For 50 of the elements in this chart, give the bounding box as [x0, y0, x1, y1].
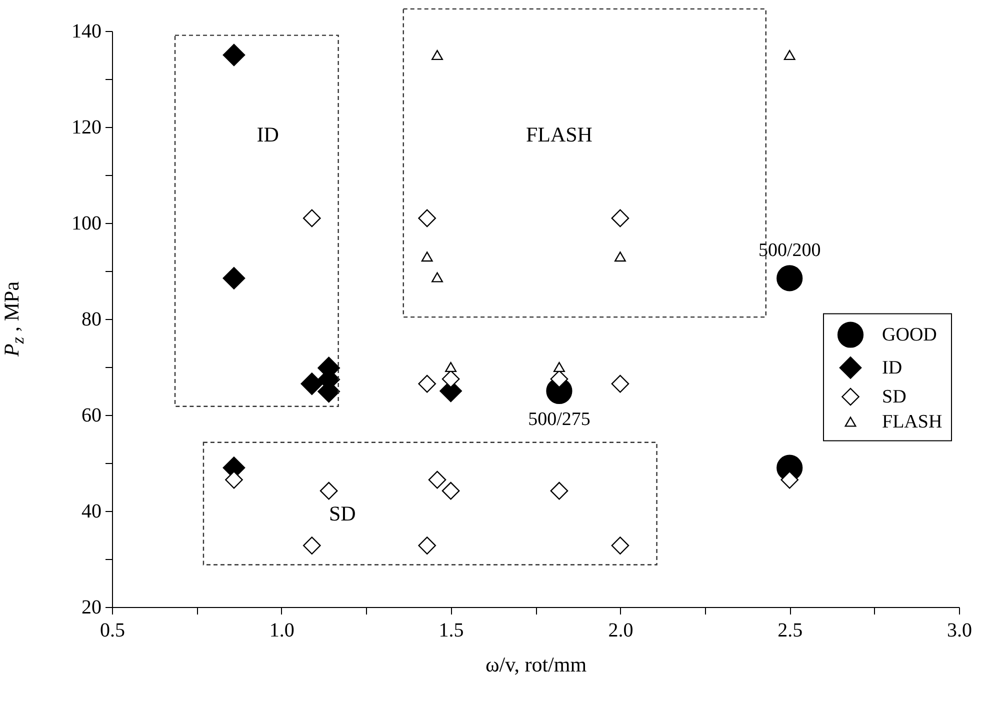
point	[421, 252, 433, 262]
annotation: FLASH	[526, 122, 592, 146]
point	[611, 374, 630, 393]
point	[300, 372, 324, 395]
x-tick-label: 1.5	[438, 620, 464, 642]
x-tick-label: 2.5	[778, 620, 803, 642]
point	[418, 536, 436, 554]
legend-label: GOOD	[882, 324, 937, 346]
y-tick-label: 40	[82, 500, 102, 522]
point	[442, 482, 460, 500]
legend-label: FLASH	[882, 412, 942, 433]
legend-label: ID	[882, 358, 902, 379]
point	[442, 370, 460, 388]
x-tick-label: 1.0	[269, 620, 294, 642]
point	[225, 470, 243, 489]
point	[432, 50, 443, 60]
point	[553, 362, 565, 372]
point	[222, 267, 246, 290]
point	[302, 209, 321, 228]
point	[611, 209, 630, 228]
point	[418, 209, 436, 228]
annotation: 500/200	[758, 240, 821, 262]
x-tick-label: 3.0	[947, 620, 972, 642]
point	[320, 482, 338, 500]
point	[445, 362, 457, 372]
legend-label: SD	[882, 386, 906, 408]
point	[784, 50, 796, 60]
y-tick-label: 100	[72, 212, 102, 234]
point	[428, 470, 446, 489]
annotation: 500/275	[528, 409, 590, 430]
point	[614, 252, 626, 262]
y-tick-label: 120	[72, 116, 102, 138]
point	[302, 536, 321, 554]
point	[611, 536, 630, 554]
point	[776, 265, 803, 292]
annotation: ID	[256, 122, 279, 146]
point	[780, 470, 799, 489]
y-tick-label: 140	[72, 20, 102, 42]
point	[432, 272, 443, 282]
point	[550, 482, 568, 500]
y-tick-label: 20	[82, 596, 102, 618]
x-tick-label: 0.5	[100, 620, 125, 642]
point	[550, 370, 568, 388]
point	[222, 44, 246, 66]
point	[418, 374, 436, 393]
annotation: SD	[328, 502, 356, 526]
x-axis-title: ω/v, rot/mm	[485, 652, 587, 676]
y-tick-label: 60	[82, 404, 102, 426]
y-tick-label: 80	[82, 308, 102, 330]
x-tick-label: 2.0	[608, 620, 634, 642]
